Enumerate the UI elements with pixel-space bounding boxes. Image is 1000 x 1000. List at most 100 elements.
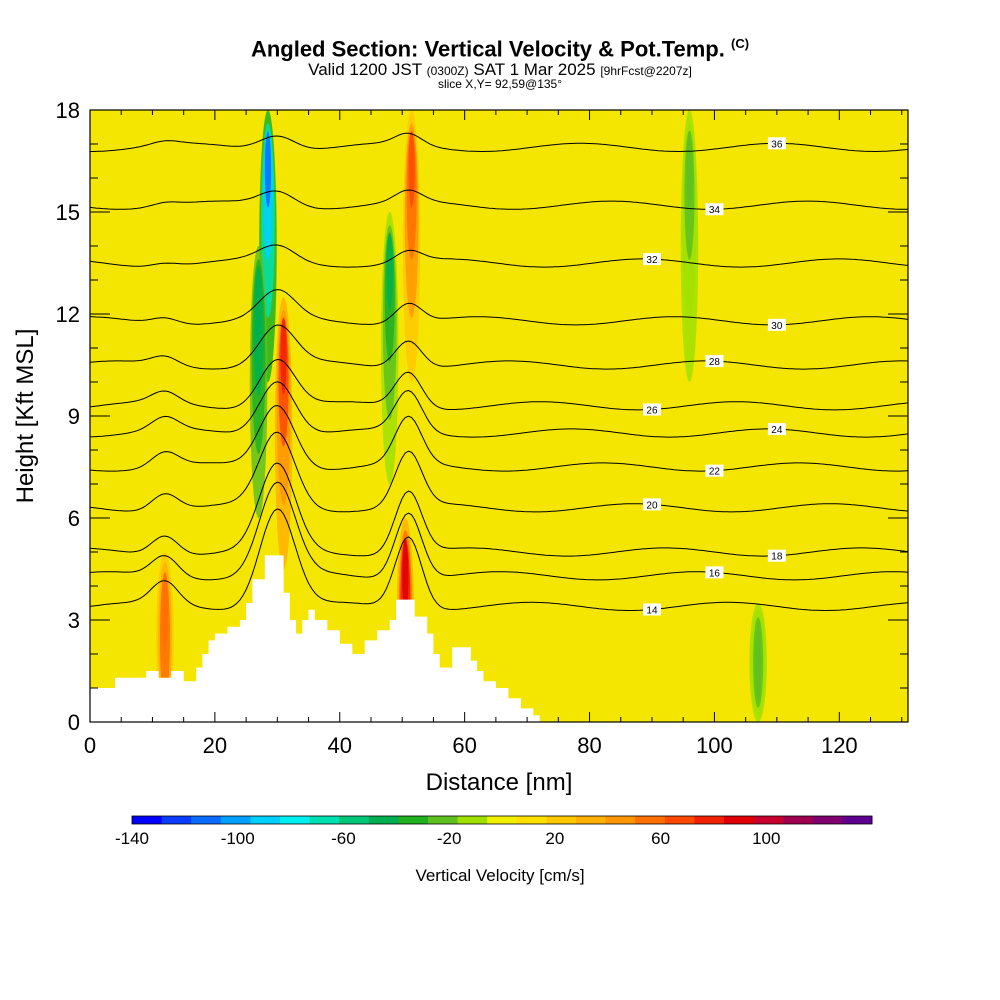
x-tick-label: 60 bbox=[452, 733, 476, 758]
colorbar-tick-label: 20 bbox=[545, 829, 564, 848]
colorbar-swatch bbox=[161, 816, 192, 824]
theta-label-bg bbox=[767, 549, 786, 562]
x-tick-label: 0 bbox=[84, 733, 96, 758]
theta-contour-label: 18 bbox=[771, 552, 783, 563]
velocity-cell bbox=[280, 318, 287, 395]
theta-label-bg bbox=[642, 253, 661, 266]
colorbar-frame bbox=[131, 815, 873, 825]
velocity-cell bbox=[264, 131, 272, 208]
slice-info: slice X,Y= 92,59@135° bbox=[437, 77, 563, 91]
colorbar-swatch bbox=[724, 816, 755, 824]
colorbar-swatch bbox=[516, 816, 547, 824]
colorbar-swatch bbox=[487, 816, 518, 824]
theta-label-bg bbox=[767, 137, 786, 150]
x-tick-label: 40 bbox=[328, 733, 352, 758]
theta-contour-label: 24 bbox=[771, 425, 783, 436]
theta-contour-label: 22 bbox=[709, 467, 721, 478]
terrain-mask bbox=[90, 555, 540, 722]
field-background bbox=[90, 110, 908, 722]
y-tick-label: 15 bbox=[56, 200, 80, 225]
colorbar-swatch bbox=[428, 816, 459, 824]
colorbar-swatch bbox=[339, 816, 370, 824]
theta-contour-label: 26 bbox=[646, 405, 658, 416]
colorbar-swatch bbox=[191, 816, 222, 824]
colorbar-swatch bbox=[457, 816, 488, 824]
theta-label-bg bbox=[705, 355, 724, 368]
x-tick-label: 80 bbox=[577, 733, 601, 758]
colorbar-label: Vertical Velocity [cm/s] bbox=[415, 866, 584, 885]
theta-contour-line bbox=[90, 404, 908, 472]
theta-contour-label: 16 bbox=[709, 568, 721, 579]
theta-label-bg bbox=[705, 203, 724, 216]
theta-label-bg bbox=[642, 403, 661, 416]
theta-label-bg bbox=[642, 498, 661, 511]
theta-contour-line bbox=[90, 431, 908, 513]
theta-label-bg bbox=[705, 464, 724, 477]
colorbar-tick-label: -20 bbox=[437, 829, 462, 848]
velocity-cell bbox=[755, 624, 762, 701]
colorbar-swatch bbox=[812, 816, 843, 824]
colorbar-swatch bbox=[546, 816, 577, 824]
y-tick-label: 18 bbox=[56, 98, 80, 123]
colorbar-swatch bbox=[605, 816, 636, 824]
x-axis-label: Distance [nm] bbox=[426, 769, 573, 796]
velocity-field bbox=[90, 110, 908, 722]
theta-contour-label: 34 bbox=[709, 205, 721, 216]
velocity-cell bbox=[408, 131, 415, 208]
colorbar-swatch bbox=[753, 816, 784, 824]
chart-title: Angled Section: Vertical Velocity & Pot.… bbox=[250, 36, 750, 62]
theta-contours: 14 16 18 20 22 24 26 28 30 32 34 36 bbox=[90, 132, 908, 616]
theta-contour-line bbox=[90, 508, 908, 611]
y-tick-label: 0 bbox=[68, 710, 80, 735]
theta-label-bg bbox=[705, 566, 724, 579]
theta-contour-line bbox=[90, 244, 908, 268]
colorbar-tick-label: 100 bbox=[752, 829, 780, 848]
chart-subtitle: Valid 1200 JST (0300Z) SAT 1 Mar 2025 [9… bbox=[308, 60, 692, 79]
theta-contour-line bbox=[90, 358, 908, 411]
colorbar-swatch bbox=[783, 816, 814, 824]
colorbar-swatch bbox=[280, 816, 311, 824]
y-tick-label: 9 bbox=[68, 404, 80, 429]
colorbar-swatch bbox=[664, 816, 695, 824]
x-tick-label: 120 bbox=[821, 733, 858, 758]
colorbar-swatch bbox=[694, 816, 725, 824]
theta-contour-line bbox=[90, 324, 908, 370]
terrain bbox=[90, 555, 540, 722]
velocity-cell bbox=[686, 131, 693, 208]
velocity-cell bbox=[386, 233, 393, 310]
x-tick-label: 100 bbox=[696, 733, 733, 758]
colorbar-swatch bbox=[842, 816, 873, 824]
theta-contour-label: 14 bbox=[646, 605, 658, 616]
colorbar-swatch bbox=[635, 816, 666, 824]
colorbar-tick-label: -140 bbox=[115, 829, 149, 848]
y-tick-label: 12 bbox=[56, 302, 80, 327]
velocity-cell bbox=[255, 267, 262, 344]
theta-label-bg bbox=[767, 318, 786, 331]
y-axis-label: Height [Kft MSL] bbox=[12, 329, 39, 504]
colorbar-swatch bbox=[576, 816, 607, 824]
y-tick-label: 6 bbox=[68, 506, 80, 531]
colorbar-tick-label: -60 bbox=[331, 829, 356, 848]
colorbar-swatch bbox=[132, 816, 163, 824]
velocity-cell bbox=[402, 539, 409, 616]
colorbar-swatch bbox=[250, 816, 281, 824]
x-axis: 0 20 40 60 80 100 120 bbox=[84, 110, 903, 758]
theta-contour-label: 36 bbox=[771, 139, 783, 150]
theta-contour-label: 20 bbox=[646, 500, 658, 511]
velocity-cell bbox=[161, 573, 169, 650]
colorbar-tick-label: -100 bbox=[221, 829, 255, 848]
x-tick-label: 20 bbox=[203, 733, 227, 758]
colorbar-tick-label: 60 bbox=[651, 829, 670, 848]
y-tick-label: 3 bbox=[68, 608, 80, 633]
theta-contour-label: 30 bbox=[771, 321, 783, 332]
colorbar-swatch bbox=[309, 816, 340, 824]
theta-label-bg bbox=[642, 603, 661, 616]
colorbar-swatch bbox=[368, 816, 399, 824]
colorbar: -140 -100 -60 -20 20 60 100 bbox=[115, 815, 873, 848]
theta-contour-label: 28 bbox=[709, 357, 721, 368]
theta-contour-line bbox=[90, 189, 908, 210]
theta-contour-line bbox=[90, 481, 908, 581]
colorbar-swatch bbox=[220, 816, 251, 824]
colorbar-swatch bbox=[398, 816, 429, 824]
